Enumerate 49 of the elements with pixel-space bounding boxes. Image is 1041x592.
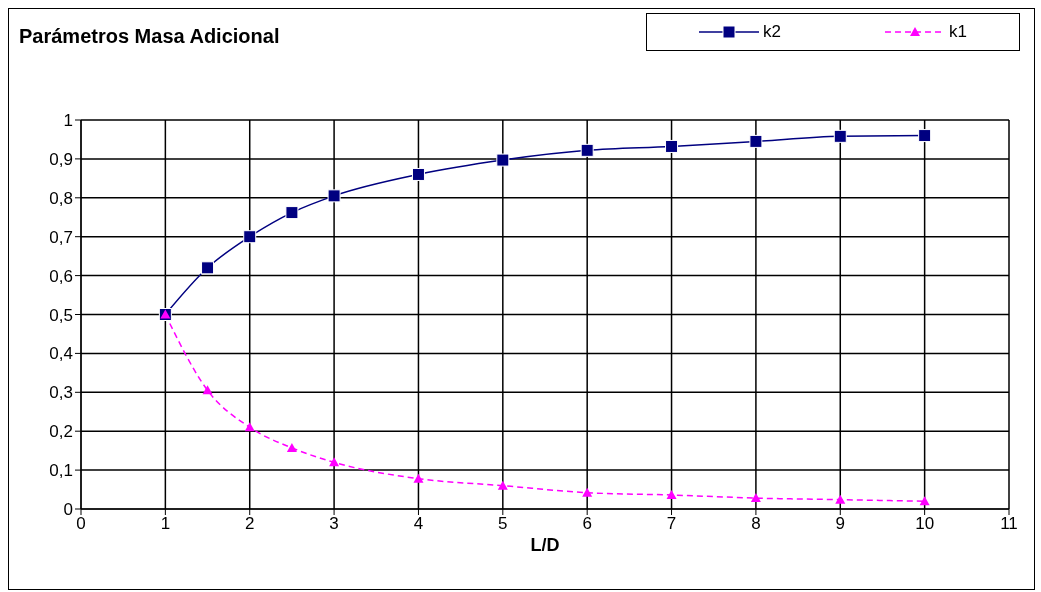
point <box>582 487 593 497</box>
point <box>327 189 341 203</box>
x-tick-label: 10 <box>915 514 935 534</box>
point <box>286 442 297 452</box>
point <box>665 139 679 153</box>
legend-label: k2 <box>763 22 781 42</box>
y-tick-label: 0,9 <box>49 149 73 169</box>
point <box>413 473 424 483</box>
y-tick-label: 0,1 <box>49 461 73 481</box>
x-tick-label: 0 <box>76 514 86 534</box>
point <box>243 230 257 244</box>
point <box>285 206 299 220</box>
y-tick-label: 0 <box>63 500 73 520</box>
point <box>918 129 932 143</box>
x-tick-label: 11 <box>1000 514 1018 534</box>
y-tick-label: 0,4 <box>49 344 73 364</box>
point <box>244 422 255 432</box>
point <box>666 490 677 499</box>
point <box>497 480 508 490</box>
point <box>833 129 847 143</box>
y-tick-label: 0,5 <box>49 305 73 325</box>
point <box>329 457 340 467</box>
point <box>750 493 761 503</box>
x-axis-title: L/D <box>530 535 560 555</box>
y-tick-label: 0,3 <box>49 383 73 403</box>
y-tick-label: 0,8 <box>49 188 73 208</box>
point <box>835 494 846 504</box>
x-tick-label: 4 <box>413 514 424 534</box>
x-tick-label: 9 <box>835 514 846 534</box>
y-tick-label: 1 <box>63 111 73 131</box>
y-tick-label: 0,7 <box>49 227 73 247</box>
point <box>580 143 594 157</box>
y-tick-label: 0,6 <box>49 266 73 286</box>
x-tick-label: 1 <box>160 514 171 534</box>
point <box>202 385 213 395</box>
x-tick-label: 5 <box>498 514 508 534</box>
point <box>411 167 425 181</box>
x-tick-label: 8 <box>751 514 761 534</box>
y-tick-label: 0,2 <box>49 422 73 442</box>
legend-label: k1 <box>949 22 967 42</box>
x-tick-label: 2 <box>244 514 255 534</box>
chart-title: Parámetros Masa Adicional <box>19 25 280 48</box>
point <box>496 153 510 167</box>
x-tick-label: 6 <box>582 514 592 534</box>
point <box>919 496 930 506</box>
x-tick-label: 7 <box>666 514 677 534</box>
x-tick-label: 3 <box>329 514 339 534</box>
point <box>201 261 215 275</box>
point <box>749 134 763 148</box>
